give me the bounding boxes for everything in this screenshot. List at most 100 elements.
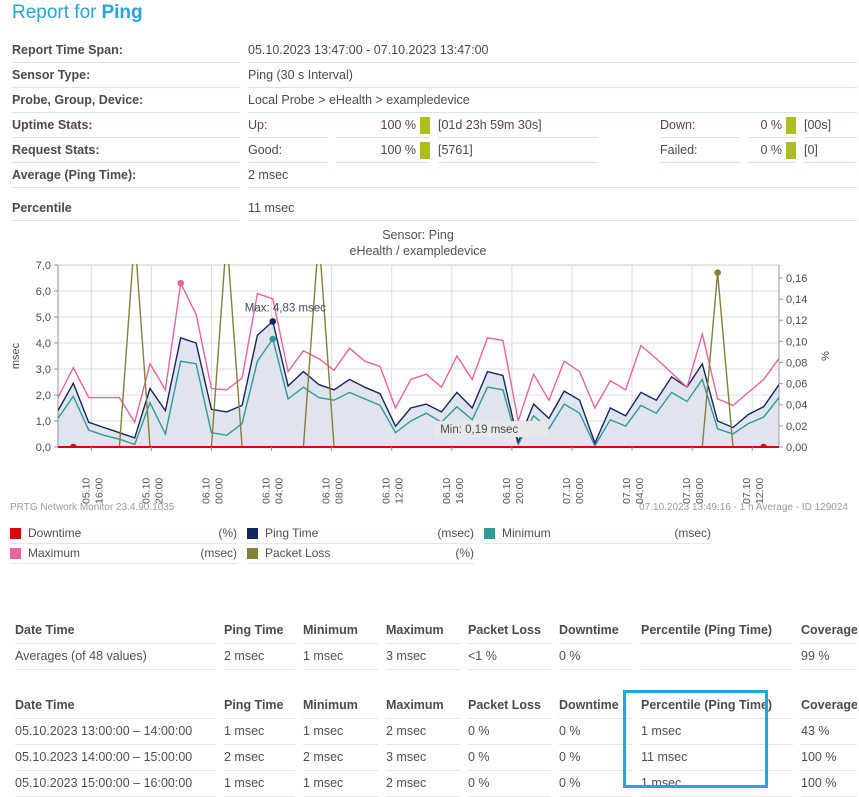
legend-unit: (msec) — [437, 526, 474, 540]
legend-label: Ping Time — [265, 526, 437, 540]
x-tick-time: 00:00 — [574, 478, 586, 504]
uptime-up-duration: [01d 23h 59m 30s] — [438, 113, 598, 138]
x-tick-time: 04:00 — [634, 478, 646, 504]
table-cell: 1 msec — [224, 771, 295, 797]
x-tick-time: 00:00 — [213, 478, 225, 504]
column-header-minimum: Minimum — [303, 692, 378, 719]
legend-item-ping-time: Ping Time(msec) — [247, 524, 474, 544]
x-tick-time: 16:00 — [93, 478, 105, 504]
table-cell: 1 msec — [303, 644, 378, 670]
summary-value: Ping (30 s Interval) — [248, 63, 857, 88]
request-failed-label: Failed: — [660, 138, 740, 163]
marker-ping-time — [269, 318, 276, 325]
right-axis-tick-label: 0,08 — [786, 357, 807, 369]
column-header-minimum: Minimum — [303, 617, 378, 644]
summary-label: Percentile — [12, 196, 240, 221]
summary-value: 2 msec — [248, 163, 857, 188]
x-tick-time: 16:00 — [454, 478, 466, 504]
column-header-packet-loss: Packet Loss — [468, 692, 551, 719]
chart-title-block: Sensor: Ping eHealth / exampledevice — [0, 227, 836, 259]
table-cell: 0 % — [468, 719, 551, 745]
x-tick-date: 05.10 — [80, 478, 92, 504]
table-cell: Averages (of 48 values) — [15, 644, 216, 670]
legend-item-minimum: Minimum(msec) — [484, 524, 711, 544]
percent-value: 0 % — [760, 143, 782, 157]
column-header-date-time: Date Time — [15, 692, 216, 719]
left-axis-unit: msec — [10, 342, 22, 369]
chart-footer-right: 07.10.2023 13:49:16 - 1 h Average - ID 1… — [639, 502, 848, 513]
legend-swatch-teal — [484, 528, 495, 539]
percent-value: 0 % — [760, 118, 782, 132]
report-summary: Report Time Span: 05.10.2023 13:47:00 - … — [12, 38, 857, 221]
legend-swatch-navy — [247, 528, 258, 539]
legend-label: Downtime — [28, 526, 218, 540]
legend-item-maximum: Maximum(msec) — [10, 544, 237, 564]
right-axis-tick-label: 0,00 — [786, 442, 807, 454]
summary-row-request-stats: Request Stats: Good: 100 % [5761] Failed… — [12, 138, 857, 163]
table-cell: 100 % — [801, 771, 857, 797]
summary-row-average: Average (Ping Time): 2 msec — [12, 163, 857, 188]
right-axis-tick-label: 0,04 — [786, 400, 807, 412]
chart-legend: Downtime(%)Ping Time(msec)Minimum(msec)M… — [10, 524, 721, 564]
column-header-downtime: Downtime — [559, 617, 633, 644]
percent-value: 100 % — [381, 143, 416, 157]
legend-row: Downtime(%)Ping Time(msec)Minimum(msec) — [10, 524, 721, 544]
request-good-label: Good: — [248, 138, 328, 163]
table-cell: 3 msec — [386, 644, 460, 670]
column-header-percentile-ping-time-: Percentile (Ping Time) — [641, 617, 793, 644]
column-header-maximum: Maximum — [386, 617, 460, 644]
x-tick-date: 06.10 — [200, 478, 212, 504]
left-axis-tick-label: 3,0 — [36, 364, 51, 376]
x-tick-date: 07.10 — [681, 478, 693, 504]
x-tick-time: 08:00 — [334, 478, 346, 504]
summary-row-sensor-type: Sensor Type: Ping (30 s Interval) — [12, 63, 857, 88]
marker-downtime — [70, 444, 77, 451]
column-header-coverage: Coverage — [801, 617, 857, 644]
table-cell: 2 msec — [224, 644, 295, 670]
uptime-down-duration: [00s] — [804, 113, 857, 138]
chart-footer-left: PRTG Network Monitor 23.4.90.1035 — [10, 502, 175, 513]
column-header-ping-time: Ping Time — [224, 617, 295, 644]
x-tick-date: 07.10 — [741, 478, 753, 504]
title-sensor-name: Ping — [101, 2, 142, 23]
table-cell: 99 % — [801, 644, 857, 670]
summary-label: Sensor Type: — [12, 63, 240, 88]
left-axis-tick-label: 2,0 — [36, 390, 51, 402]
request-good-percent: 100 % — [336, 138, 430, 163]
x-tick-time: 08:00 — [694, 478, 706, 504]
legend-unit: (msec) — [674, 526, 711, 540]
table-cell: 0 % — [559, 644, 633, 670]
left-axis-tick-label: 0,0 — [36, 442, 51, 454]
summary-label: Uptime Stats: — [12, 113, 240, 138]
table-cell: 2 msec — [303, 745, 378, 771]
left-axis-tick-label: 4,0 — [36, 338, 51, 350]
x-tick-time: 12:00 — [394, 478, 406, 504]
left-axis-tick-label: 7,0 — [36, 260, 51, 272]
table-cell: 2 msec — [386, 771, 460, 797]
column-header-date-time: Date Time — [15, 617, 216, 644]
table-cell: 0 % — [468, 745, 551, 771]
legend-label: Packet Loss — [265, 546, 455, 560]
marker-minimum — [269, 336, 276, 343]
request-failed-percent: 0 % — [748, 138, 796, 163]
right-axis-tick-label: 0,16 — [786, 273, 807, 285]
x-tick-time: 04:00 — [274, 478, 286, 504]
summary-value: 05.10.2023 13:47:00 - 07.10.2023 13:47:0… — [248, 38, 857, 63]
legend-swatch-pink — [10, 548, 21, 559]
min-annotation: Min: 0,19 msec — [440, 424, 518, 436]
legend-unit: (%) — [455, 546, 474, 560]
table-cell: 2 msec — [386, 719, 460, 745]
x-tick-date: 06.10 — [261, 478, 273, 504]
x-tick-time: 12:00 — [754, 478, 766, 504]
marker-packet-loss — [714, 269, 721, 276]
